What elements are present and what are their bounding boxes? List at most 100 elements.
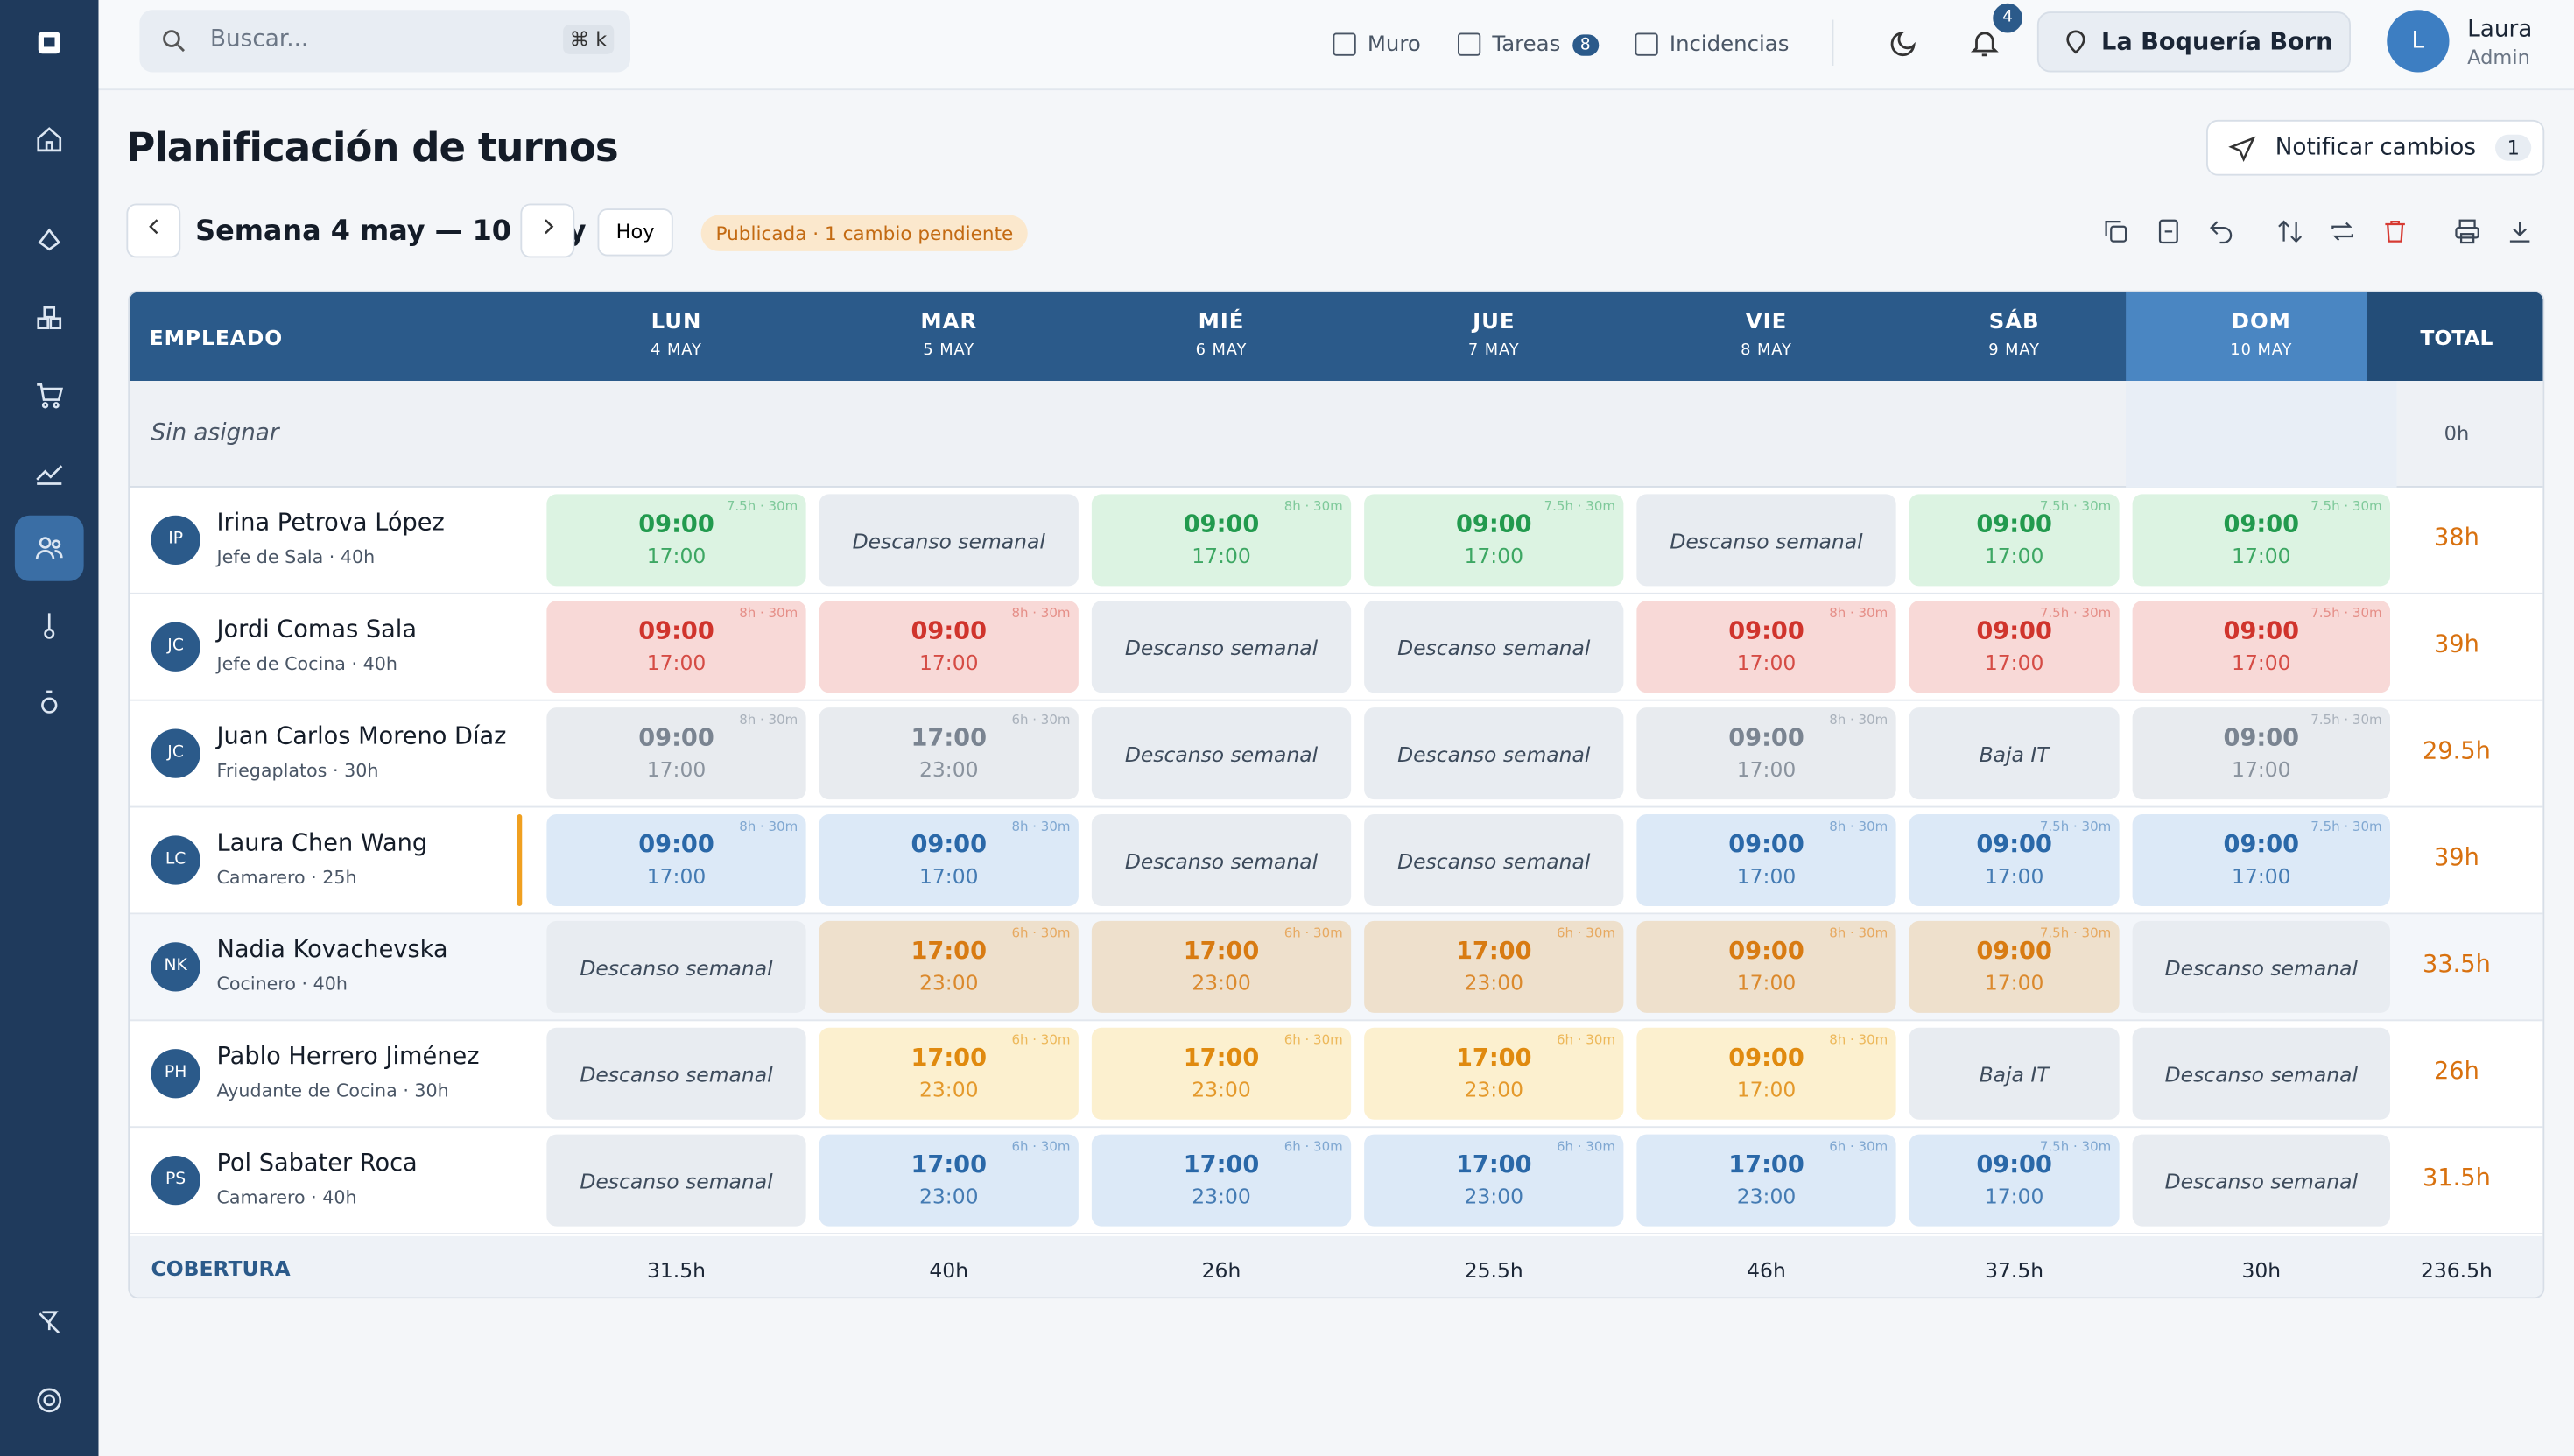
shift-cell[interactable]: 17:00 23:00 6h · 30m	[1364, 1134, 1624, 1227]
shift-cell[interactable]: 17:00 23:00 6h · 30m	[819, 707, 1079, 800]
absence-cell[interactable]: Descanso semanal	[1364, 707, 1624, 800]
absence-cell[interactable]: Descanso semanal	[1091, 707, 1352, 800]
shift-cell[interactable]: 09:00 17:00 8h · 30m	[1091, 494, 1352, 587]
shift-cell[interactable]: 09:00 17:00 7.5h · 30m	[2132, 814, 2390, 906]
sidebar-icon[interactable]	[15, 10, 84, 75]
employee-name[interactable]: Pol Sabater Roca	[216, 1150, 418, 1178]
shift-cell[interactable]: 09:00 17:00 7.5h · 30m	[2132, 494, 2390, 587]
shift-cell[interactable]: 17:00 23:00 6h · 30m	[1091, 920, 1352, 1013]
absence-cell[interactable]: Baja IT	[1909, 707, 2120, 800]
absence-cell[interactable]: Descanso semanal	[1091, 601, 1352, 693]
shift-cell[interactable]: 09:00 17:00 7.5h · 30m	[1909, 1134, 2120, 1227]
shift-start: 09:00	[1728, 939, 1804, 966]
nav-item[interactable]: Incidencias	[1635, 28, 1789, 61]
employee-name[interactable]: Juan Carlos Moreno Díaz	[216, 723, 507, 750]
absence-cell[interactable]: Baja IT	[1909, 1027, 2120, 1120]
toolbar-button[interactable]	[2275, 217, 2305, 247]
shift-cell[interactable]: 17:00 23:00 6h · 30m	[819, 1027, 1079, 1120]
shift-cell[interactable]: 17:00 23:00 6h · 30m	[819, 920, 1079, 1013]
toolbar-button[interactable]	[2381, 217, 2410, 247]
absence-cell[interactable]: Descanso semanal	[2132, 920, 2390, 1013]
shift-end: 17:00	[646, 543, 707, 568]
shift-cell[interactable]: 09:00 17:00 7.5h · 30m	[1909, 814, 2120, 906]
toolbar-button-svg	[2278, 220, 2303, 243]
today-button[interactable]: Hoy	[597, 208, 673, 257]
prev-week[interactable]	[126, 203, 181, 258]
shift-cell[interactable]: 09:00 17:00 8h · 30m	[1636, 707, 1896, 800]
shift-cell[interactable]: 09:00 17:00 8h · 30m	[1636, 920, 1896, 1013]
shift-cell[interactable]: 09:00 17:00 7.5h · 30m	[1909, 920, 2120, 1013]
shift-tag: 6h · 30m	[1556, 925, 1615, 941]
sidebar-icon[interactable]	[15, 670, 84, 735]
absence-text: Baja IT	[1979, 741, 2050, 766]
shift-cell[interactable]: 09:00 17:00 7.5h · 30m	[1364, 494, 1624, 587]
shift-cell[interactable]: 09:00 17:00 8h · 30m	[1636, 601, 1896, 693]
sidebar-icon[interactable]	[15, 362, 84, 428]
shift-cell[interactable]: 17:00 23:00 6h · 30m	[819, 1134, 1079, 1227]
row-total: 39h	[2434, 845, 2479, 872]
employee-name[interactable]: Laura Chen Wang	[216, 830, 428, 857]
shift-cell[interactable]: 17:00 23:00 6h · 30m	[1364, 1027, 1624, 1120]
shift-cell[interactable]: 09:00 17:00 8h · 30m	[546, 707, 806, 800]
shift-cell[interactable]: 09:00 17:00 7.5h · 30m	[1909, 494, 2120, 587]
shift-cell[interactable]: 09:00 17:00 7.5h · 30m	[2132, 707, 2390, 800]
sidebar-icon[interactable]	[14, 515, 84, 581]
shift-start: 17:00	[911, 1045, 988, 1073]
shift-cell[interactable]: 09:00 17:00 8h · 30m	[546, 814, 806, 906]
shift-cell[interactable]: 17:00 23:00 6h · 30m	[1636, 1134, 1896, 1227]
toolbar-button[interactable]	[2452, 217, 2482, 247]
toolbar-button[interactable]	[2101, 217, 2131, 247]
sidebar-icon[interactable]	[15, 207, 84, 272]
shift-cell[interactable]: 17:00 23:00 6h · 30m	[1364, 920, 1624, 1013]
notifications[interactable]	[1968, 26, 2001, 60]
shift-cell[interactable]: 09:00 17:00 8h · 30m	[819, 601, 1079, 693]
nav-item[interactable]: Muro	[1333, 28, 1421, 61]
employee-name[interactable]: Irina Petrova López	[216, 510, 445, 538]
employee-name[interactable]: Nadia Kovachevska	[216, 937, 448, 964]
absence-cell[interactable]: Descanso semanal	[1636, 494, 1896, 587]
search-box[interactable]: Buscar... ⌘ k	[139, 10, 630, 73]
sidebar-icon[interactable]	[15, 593, 84, 658]
sidebar-icon[interactable]	[15, 1368, 84, 1433]
shift-cell[interactable]: 09:00 17:00 8h · 30m	[1636, 1027, 1896, 1120]
shift-cell[interactable]: 09:00 17:00 7.5h · 30m	[2132, 601, 2390, 693]
shift-cell[interactable]: 09:00 17:00 7.5h · 30m	[1909, 601, 2120, 693]
sidebar-icon[interactable]	[15, 285, 84, 351]
shift-cell[interactable]: 09:00 17:00 8h · 30m	[546, 601, 806, 693]
shift-cell[interactable]: 09:00 17:00 7.5h · 30m	[546, 494, 806, 587]
sidebar-icon[interactable]	[15, 440, 84, 506]
shift-cell[interactable]: 17:00 23:00 6h · 30m	[1091, 1134, 1352, 1227]
sidebar-icon[interactable]	[15, 107, 84, 172]
toolbar-button-svg	[2158, 219, 2178, 244]
shift-cell[interactable]: 09:00 17:00 8h · 30m	[819, 814, 1079, 906]
absence-cell[interactable]: Descanso semanal	[1364, 601, 1624, 693]
absence-cell[interactable]: Descanso semanal	[1091, 814, 1352, 906]
absence-cell[interactable]: Descanso semanal	[819, 494, 1079, 587]
send-icon-svg	[2228, 136, 2256, 162]
toolbar-button[interactable]	[2505, 217, 2535, 247]
employee-name[interactable]: Pablo Herrero Jiménez	[216, 1044, 480, 1071]
location-selector[interactable]: La Boquería Born	[2036, 11, 2351, 73]
next-week[interactable]	[520, 203, 575, 258]
shift-cell[interactable]: 17:00 23:00 6h · 30m	[1091, 1027, 1352, 1120]
shift-tag: 6h · 30m	[1011, 1139, 1071, 1155]
toolbar-button[interactable]	[2154, 217, 2184, 247]
employee-name[interactable]: Jordi Comas Sala	[216, 617, 418, 644]
absence-cell[interactable]: Descanso semanal	[546, 1134, 806, 1227]
shift-cell[interactable]: 09:00 17:00 8h · 30m	[1636, 814, 1896, 906]
table-header: EMPLEADO LUN 4 MAY MAR 5 MAY MIÉ 6 MAY JUE 7 MAY…	[130, 292, 2543, 381]
absence-cell[interactable]: Descanso semanal	[2132, 1027, 2390, 1120]
toolbar-button[interactable]	[2206, 217, 2236, 247]
absence-cell[interactable]: Descanso semanal	[1364, 814, 1624, 906]
nav-item[interactable]: Tareas 8	[1458, 28, 1600, 61]
absence-cell[interactable]: Descanso semanal	[546, 920, 806, 1013]
theme-toggle[interactable]	[1888, 26, 1921, 60]
toolbar-button[interactable]	[2328, 217, 2358, 247]
notify-button[interactable]: Notificar cambios 1	[2206, 119, 2545, 176]
user-avatar[interactable]: L	[2387, 10, 2450, 73]
header-total-bg	[2367, 292, 2543, 381]
absence-cell[interactable]: Descanso semanal	[2132, 1134, 2390, 1227]
absence-cell[interactable]: Descanso semanal	[546, 1027, 806, 1120]
sidebar-icon[interactable]	[15, 1291, 84, 1356]
